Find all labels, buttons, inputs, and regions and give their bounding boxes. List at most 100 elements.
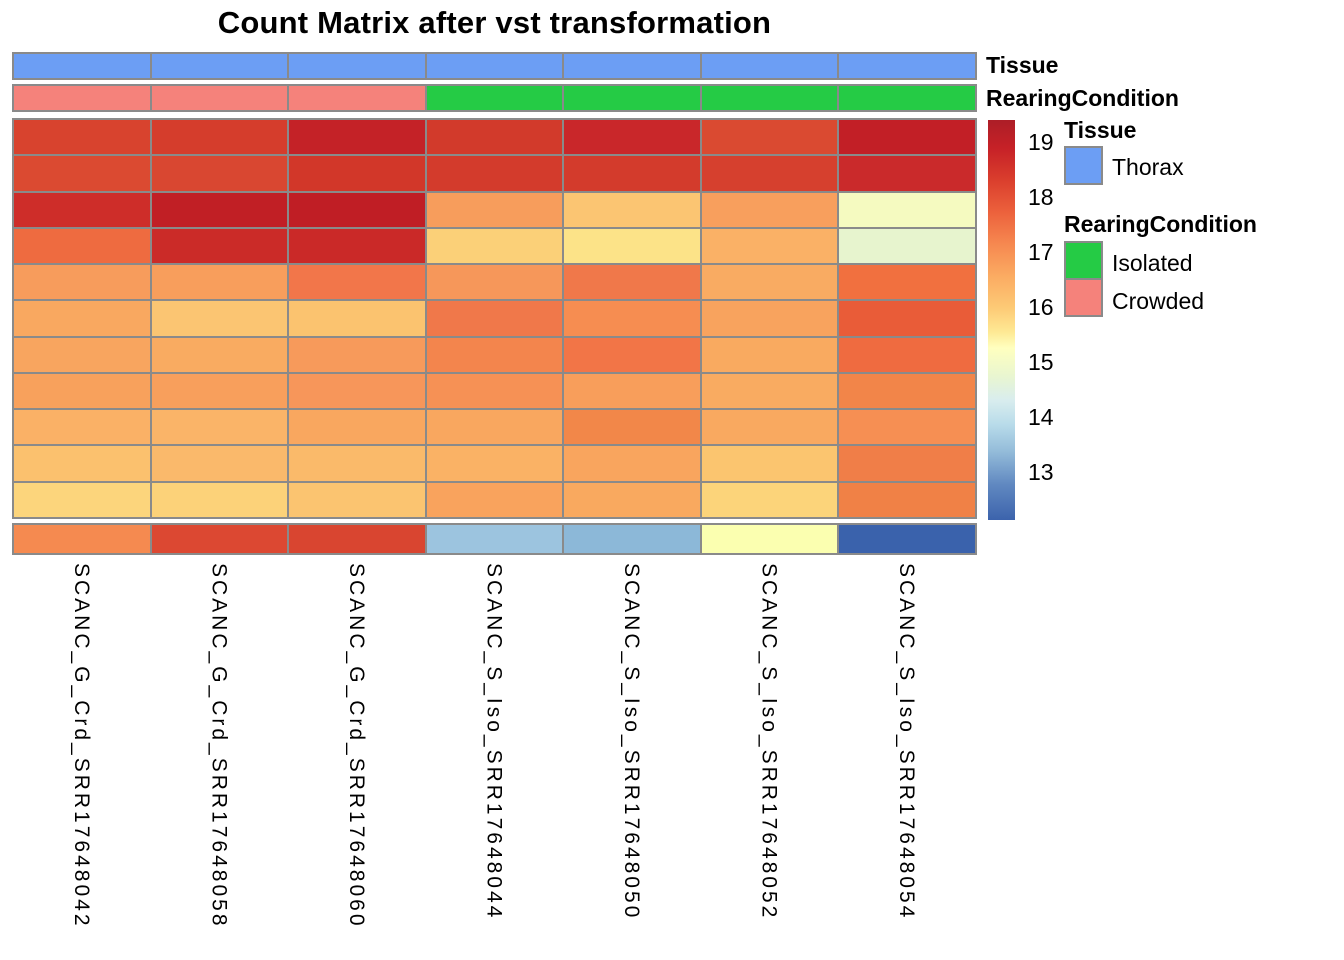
rearing-annotation-bar — [12, 84, 977, 112]
heatmap-cell — [839, 156, 975, 191]
heatmap-cell — [839, 265, 975, 300]
legend-crowded-label: Crowded — [1112, 288, 1205, 314]
heatmap-cell — [289, 525, 425, 553]
heatmap-cell — [289, 482, 425, 517]
heatmap-cell — [151, 301, 288, 336]
heatmap-cell — [289, 301, 425, 336]
heatmap-cell — [151, 373, 288, 409]
column-label: SCANC_S_Iso_SRR17648044 — [482, 563, 506, 921]
heatmap-cell — [426, 482, 563, 517]
heatmap-cell — [151, 228, 288, 264]
heatmap-cell — [289, 373, 425, 409]
heatmap-cell — [839, 373, 975, 409]
legend-isolated-label: Isolated — [1112, 250, 1193, 276]
heatmap-cell — [426, 120, 563, 155]
heatmap-cell — [564, 120, 700, 155]
legend-crowded-swatch — [1064, 278, 1103, 317]
heatmap-cell — [564, 446, 700, 481]
heatmap-cell — [14, 525, 150, 553]
heatmap-cell — [701, 265, 838, 300]
column-label: SCANC_S_Iso_SRR17648050 — [620, 563, 644, 921]
heatmap-cell — [151, 482, 288, 517]
heatmap-cell — [426, 337, 563, 372]
heatmap-cell — [701, 525, 838, 553]
colorbar-tick-label: 17 — [1028, 239, 1054, 265]
heatmap-cell — [14, 446, 150, 481]
heatmap-cell — [701, 410, 838, 445]
tissue-annotation-bar — [12, 52, 977, 80]
heatmap-cell — [701, 446, 838, 481]
legend-isolated-swatch — [1064, 241, 1103, 280]
annotation-cell — [839, 86, 975, 110]
heatmap-cell — [151, 265, 288, 300]
heatmap-cell — [151, 192, 288, 227]
annotation-cell — [151, 86, 288, 110]
heatmap-cell — [289, 446, 425, 481]
heatmap-cell — [14, 373, 150, 409]
rearing-annotation-label: RearingCondition — [986, 85, 1179, 111]
heatmap-cell — [426, 192, 563, 227]
heatmap-cell — [564, 373, 700, 409]
colorbar-tick-label: 15 — [1028, 349, 1054, 375]
heatmap-cell — [289, 156, 425, 191]
heatmap-cell — [426, 301, 563, 336]
legend-thorax-swatch — [1064, 146, 1103, 185]
heatmap-cell — [701, 120, 838, 155]
heatmap-cell — [289, 120, 425, 155]
colorbar-tick-label: 16 — [1028, 294, 1054, 320]
heatmap-cell — [701, 301, 838, 336]
annotation-cell — [839, 54, 975, 78]
heatmap-cell — [426, 410, 563, 445]
column-label: SCANC_G_Crd_SRR17648042 — [69, 563, 93, 929]
annotation-cell — [426, 54, 563, 78]
heatmap-cell — [14, 120, 150, 155]
annotation-cell — [289, 86, 425, 110]
annotation-cell — [14, 54, 150, 78]
heatmap-cell — [701, 228, 838, 264]
colorbar-gradient — [988, 120, 1015, 520]
heatmap-cell — [564, 482, 700, 517]
annotation-cell — [426, 86, 563, 110]
annotation-cell — [289, 54, 425, 78]
heatmap-cell — [839, 192, 975, 227]
heatmap-grid-lastrow — [12, 523, 977, 555]
heatmap-cell — [564, 525, 700, 553]
heatmap-cell — [426, 373, 563, 409]
heatmap-cell — [564, 156, 700, 191]
heatmap-cell — [289, 228, 425, 264]
annotation-cell — [564, 86, 700, 110]
legend-thorax-label: Thorax — [1112, 154, 1184, 180]
heatmap-cell — [839, 446, 975, 481]
colorbar-tick-label: 13 — [1028, 459, 1054, 485]
heatmap-cell — [701, 192, 838, 227]
heatmap-cell — [426, 156, 563, 191]
heatmap-cell — [426, 228, 563, 264]
annotation-cell — [701, 86, 838, 110]
colorbar-tick-label: 18 — [1028, 184, 1054, 210]
heatmap-cell — [426, 446, 563, 481]
heatmap-cell — [14, 301, 150, 336]
heatmap-cell — [151, 156, 288, 191]
heatmap-cell — [151, 410, 288, 445]
heatmap-cell — [151, 337, 288, 372]
heatmap-cell — [14, 482, 150, 517]
heatmap-grid-main — [12, 118, 977, 519]
heatmap-cell — [426, 525, 563, 553]
heatmap-cell — [289, 265, 425, 300]
column-label: SCANC_S_Iso_SRR17648052 — [757, 563, 781, 921]
heatmap-cell — [564, 192, 700, 227]
heatmap-cell — [839, 228, 975, 264]
column-label: SCANC_G_Crd_SRR17648058 — [207, 563, 231, 929]
heatmap-cell — [839, 525, 975, 553]
heatmap-cell — [701, 156, 838, 191]
heatmap-cell — [14, 228, 150, 264]
plot-title: Count Matrix after vst transformation — [217, 5, 772, 40]
heatmap-cell — [151, 446, 288, 481]
heatmap-cell — [289, 410, 425, 445]
heatmap-cell — [839, 337, 975, 372]
heatmap-cell — [564, 410, 700, 445]
heatmap-cell — [14, 410, 150, 445]
heatmap-cell — [564, 265, 700, 300]
heatmap-cell — [14, 192, 150, 227]
